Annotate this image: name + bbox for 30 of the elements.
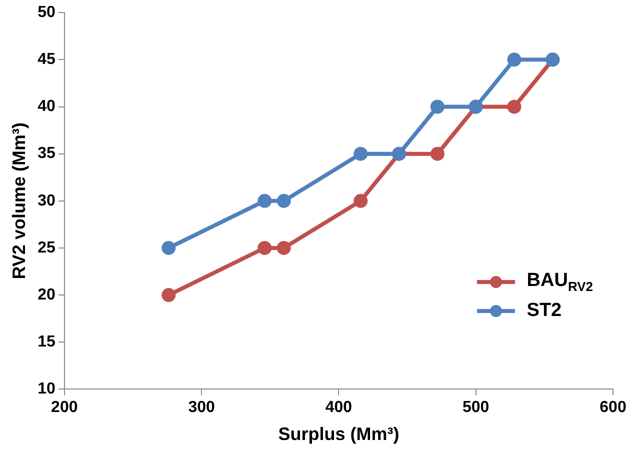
x-axis-title: Surplus (Mm³): [278, 424, 400, 444]
y-tick-label: 40: [38, 98, 56, 116]
y-tick-label: 50: [38, 4, 56, 22]
point: [276, 240, 291, 255]
x-tick-label: 400: [325, 399, 352, 416]
x-tick-label: 200: [51, 399, 78, 416]
y-tick-label: 30: [38, 192, 56, 210]
point: [430, 146, 444, 161]
y-tick-label: 20: [38, 286, 56, 304]
x-tick-label: 300: [188, 399, 215, 416]
point: [276, 194, 291, 208]
point: [430, 100, 444, 114]
y-axis-title: RV2 volume (Mm³): [8, 122, 29, 280]
y-tick-label: 15: [38, 334, 56, 351]
point: [507, 100, 522, 114]
legend-label: BAU$_{RV2}$: [526, 270, 593, 294]
point: [354, 194, 368, 208]
point: [162, 240, 176, 255]
y-tick-label: 45: [38, 51, 56, 68]
legend-label: ST2: [526, 300, 562, 322]
point: [162, 288, 176, 302]
y-tick-label: 10: [38, 380, 56, 398]
x-tick-label: 600: [600, 399, 626, 416]
point: [507, 52, 522, 67]
point: [258, 194, 272, 208]
x-tick-label: 500: [462, 399, 490, 416]
point: [258, 240, 272, 255]
y-tick-label: 25: [38, 239, 56, 256]
y-tick-label: 35: [38, 145, 56, 162]
point: [354, 146, 368, 161]
